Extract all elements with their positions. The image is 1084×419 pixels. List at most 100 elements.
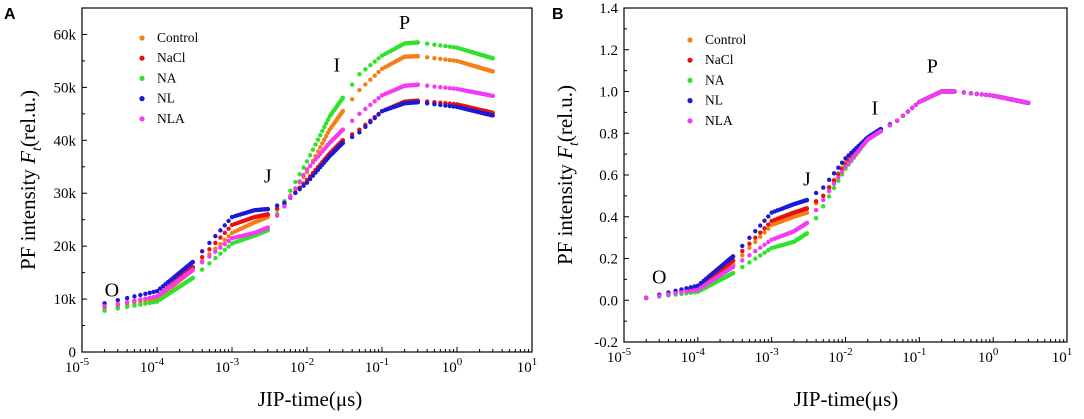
data-point <box>304 159 310 164</box>
data-point <box>447 103 452 109</box>
data-point <box>961 90 966 95</box>
data-point <box>432 55 437 61</box>
data-point <box>688 285 693 290</box>
data-point <box>813 207 819 213</box>
data-point <box>424 41 430 46</box>
data-point <box>218 251 223 256</box>
data-point <box>851 154 857 159</box>
data-point <box>762 218 767 223</box>
panel-b-series-nla <box>644 89 1031 301</box>
panel-b-legend-marker-nacl <box>687 57 693 63</box>
data-point <box>115 306 120 311</box>
data-point <box>447 85 452 91</box>
panel-b-annotations: O J I P <box>652 56 938 289</box>
data-point <box>213 233 218 239</box>
panel-b-x-axis-title: JIP-time(μs) <box>794 387 899 411</box>
panel-b-x-tick-label: 100 <box>978 346 999 366</box>
data-point <box>340 140 345 146</box>
panel-b-x-tick-label: 101 <box>1052 346 1073 366</box>
data-point <box>415 53 420 59</box>
panel-b-y-tick-label: 1.2 <box>599 43 618 59</box>
panel-b-y-tick-label: 0.0 <box>599 293 618 309</box>
y-title-suffix: (rel.u.) <box>16 90 40 147</box>
data-point <box>695 283 701 288</box>
data-point <box>688 288 693 294</box>
panel-a-y-tick-label: 20k <box>54 239 77 255</box>
panel-a-y-tick-label: 60k <box>54 27 77 43</box>
data-point <box>297 186 302 192</box>
data-point <box>451 58 456 63</box>
data-point <box>226 238 231 244</box>
data-point <box>451 86 456 91</box>
data-point <box>979 92 984 97</box>
data-point <box>747 241 752 246</box>
data-point <box>368 102 373 108</box>
data-point <box>657 293 662 299</box>
data-point <box>730 270 736 276</box>
panel-b-y-tick-label: 1.4 <box>599 1 618 17</box>
data-point <box>831 178 837 183</box>
data-point <box>222 241 227 247</box>
panel-a-legend-marker-control <box>139 35 145 41</box>
panel-b-x-tick-label: 10-4 <box>681 346 706 366</box>
data-point <box>340 127 345 132</box>
panel-b-y-axis-title: PF intensity Ft(rel.u.) <box>553 85 582 265</box>
data-point <box>315 137 321 142</box>
data-point <box>301 172 306 178</box>
data-point <box>115 301 120 307</box>
data-point <box>340 109 345 114</box>
data-point <box>679 290 684 295</box>
data-point <box>836 165 841 170</box>
panel-a-data-points <box>102 40 495 313</box>
data-point <box>151 289 156 295</box>
data-point <box>438 56 443 62</box>
data-point <box>758 245 763 250</box>
panel-a-x-tick-label: 10-1 <box>365 356 389 376</box>
data-point <box>766 226 771 231</box>
data-point <box>282 200 287 205</box>
data-point <box>762 226 767 231</box>
panel-b-legend-label-nla: NLA <box>705 113 733 128</box>
data-point <box>368 62 373 68</box>
data-point <box>307 163 313 168</box>
data-point <box>432 102 437 107</box>
data-point <box>265 225 270 230</box>
data-point <box>839 169 845 174</box>
data-point <box>199 267 205 272</box>
data-point <box>443 103 448 108</box>
data-point <box>762 250 767 255</box>
panel-b-legend-label-control: Control <box>705 32 747 47</box>
panel-a-y-tick-label: 40k <box>54 133 77 149</box>
data-point <box>340 95 345 101</box>
data-point <box>357 111 362 117</box>
data-point <box>846 153 851 158</box>
panel-a-y-tick-label: 0 <box>69 345 77 361</box>
data-point <box>222 237 227 242</box>
data-point <box>293 186 298 191</box>
data-point <box>222 230 227 236</box>
data-point <box>363 82 368 87</box>
data-point <box>213 246 218 251</box>
data-point <box>138 292 143 298</box>
data-point <box>132 303 137 308</box>
data-point <box>124 295 130 301</box>
data-point <box>826 189 832 194</box>
data-point <box>490 93 495 99</box>
panel-b-legend-marker-na <box>687 77 693 83</box>
data-point <box>758 253 763 258</box>
data-point <box>490 56 495 61</box>
data-point <box>218 241 223 247</box>
panel-a-x-ticks: 10-5 10-4 10-3 10-2 10-1 100 101 <box>65 347 537 376</box>
data-point <box>740 248 745 254</box>
data-point <box>758 234 763 240</box>
data-point <box>831 171 837 176</box>
data-point <box>318 132 323 138</box>
data-point <box>301 165 306 170</box>
data-point <box>843 156 848 161</box>
data-point <box>154 299 160 304</box>
panel-b-x-tick-label: 10-3 <box>755 346 780 366</box>
data-point <box>438 84 443 90</box>
data-point <box>357 87 362 93</box>
data-point <box>740 258 745 263</box>
